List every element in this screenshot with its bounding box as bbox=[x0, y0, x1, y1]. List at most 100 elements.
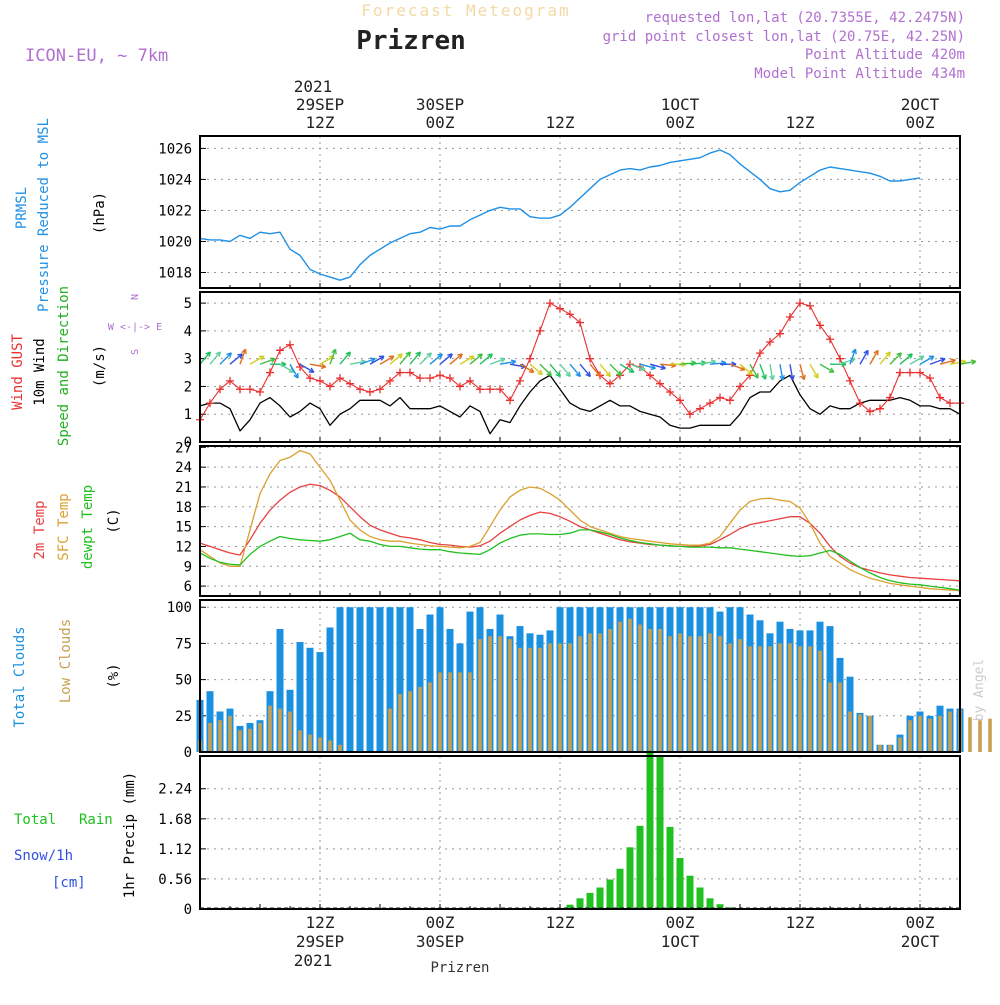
prmsl-label: PRMSL bbox=[14, 187, 30, 229]
wind-arrow-shaft bbox=[449, 353, 463, 365]
low-cloud-bar bbox=[868, 715, 872, 752]
pressure-ytick-label: 1026 bbox=[158, 141, 192, 157]
wind-arrow-shaft bbox=[589, 363, 601, 377]
wind-arrow-head bbox=[789, 374, 795, 381]
wind-arrow-head bbox=[457, 353, 463, 359]
wind-arrow-head bbox=[660, 364, 666, 371]
wind-direction-arrow bbox=[419, 352, 432, 365]
precip-bar bbox=[566, 904, 574, 909]
total-cloud-bar bbox=[296, 642, 304, 752]
low-cloud-bar bbox=[898, 737, 902, 752]
wind-arrow-shaft bbox=[549, 363, 561, 377]
wind-arrow-head bbox=[828, 367, 835, 373]
wind-gust-label: Wind GUST bbox=[10, 334, 26, 410]
low-cloud-bar bbox=[278, 708, 282, 752]
wind-direction-arrow bbox=[929, 357, 946, 365]
precip-bar bbox=[686, 875, 694, 909]
wind-direction-arrow bbox=[789, 364, 795, 381]
wind-arrow-shaft bbox=[859, 350, 869, 365]
wind-arrow-head bbox=[595, 371, 601, 378]
total-cloud-bar bbox=[356, 607, 364, 752]
wind-gust-marker bbox=[836, 354, 844, 363]
wind-arrow-head bbox=[605, 371, 611, 378]
wind-background bbox=[200, 292, 960, 442]
pressure-line bbox=[199, 149, 921, 281]
wind-arrow-shaft bbox=[879, 351, 891, 365]
pressure-background bbox=[200, 136, 960, 288]
wind-gust-marker bbox=[276, 346, 284, 355]
low-cloud-bar bbox=[788, 643, 792, 752]
wind-gust-marker bbox=[476, 385, 484, 394]
clouds-frame bbox=[199, 599, 961, 753]
clouds-ytick-label: 75 bbox=[175, 636, 192, 652]
pressure-ytick-label: 1018 bbox=[158, 265, 192, 281]
clouds-ytick-label: 100 bbox=[167, 600, 192, 616]
low-cloud-bar bbox=[588, 633, 592, 752]
wind-gust-marker bbox=[756, 349, 764, 358]
wind-arrow-shaft bbox=[369, 355, 385, 365]
total-cloud-bar bbox=[406, 607, 414, 752]
precip-bar bbox=[656, 754, 664, 909]
low-cloud-bar bbox=[598, 633, 602, 752]
wind-direction-arrow bbox=[849, 348, 857, 365]
wind-direction-arrow bbox=[889, 352, 902, 365]
wind-10m-label: 10m Wind bbox=[32, 338, 48, 405]
low-cloud-bar bbox=[298, 730, 302, 752]
clouds-ytick-label: 50 bbox=[175, 673, 192, 689]
bottom-axis-time: 00Z bbox=[666, 913, 695, 932]
wind-gust-marker bbox=[676, 396, 684, 405]
wind-arrow-head bbox=[939, 357, 946, 363]
low-cloud-bar bbox=[778, 643, 782, 752]
wind-direction-arrow bbox=[549, 363, 561, 378]
precip-bar bbox=[616, 868, 624, 909]
wind-direction-arrow bbox=[559, 363, 571, 378]
low-cloud-bar bbox=[248, 728, 252, 752]
wind-direction-arrow bbox=[369, 355, 385, 365]
total-cloud-bar bbox=[396, 607, 404, 752]
precip-bar bbox=[586, 892, 594, 909]
wind-arrow-head bbox=[753, 373, 759, 379]
wind-gust-marker bbox=[316, 376, 324, 385]
wind-arrow-head bbox=[468, 355, 475, 361]
wind-gust-marker bbox=[436, 371, 444, 380]
wind-direction-arrow bbox=[409, 351, 421, 365]
wind-gust-marker bbox=[326, 382, 334, 391]
wind-arrow-head bbox=[863, 349, 869, 356]
t2m-label: 2m Temp bbox=[32, 500, 48, 559]
wind-gust-marker bbox=[906, 368, 914, 377]
wind-arrow-head bbox=[907, 353, 913, 359]
wind-arrow-shaft bbox=[659, 363, 677, 367]
wind-arrow-head bbox=[388, 355, 395, 361]
wind-arrow-shaft bbox=[199, 351, 211, 365]
wind-arrow-shaft bbox=[959, 360, 976, 365]
top-axis-date: 29SEP bbox=[296, 95, 344, 114]
wind-gust-marker bbox=[876, 404, 884, 413]
wind-direction-arrow bbox=[299, 363, 315, 373]
t2m-line bbox=[199, 483, 961, 582]
wind-gust-marker bbox=[786, 313, 794, 321]
cloud-bars bbox=[196, 607, 992, 752]
low-cloud-bar bbox=[668, 636, 672, 752]
wind-arrow-head bbox=[437, 353, 443, 359]
wind-arrow-shaft bbox=[939, 359, 956, 365]
wind-arrow-head bbox=[896, 352, 902, 358]
wind-arrow-head bbox=[288, 367, 295, 373]
wind-gust-marker bbox=[796, 299, 804, 308]
wind-arrow-shaft bbox=[559, 363, 571, 377]
wind-arrow-head bbox=[628, 367, 635, 373]
wind-arrow-head bbox=[800, 374, 806, 381]
wind-arrow-shaft bbox=[499, 360, 516, 365]
wind-direction-arrow bbox=[819, 363, 835, 373]
precip-bar bbox=[626, 847, 634, 909]
temp-frame bbox=[199, 445, 961, 597]
wind-arrow-head bbox=[918, 355, 925, 361]
wind-direction-arrow bbox=[449, 353, 463, 365]
wind-direction-arrow bbox=[479, 353, 493, 365]
bottom-axis-time: 12Z bbox=[786, 913, 815, 932]
temp-background bbox=[200, 446, 960, 596]
low-cloud-bar bbox=[568, 643, 572, 752]
wind-ytick-label: 2 bbox=[184, 379, 192, 395]
wind-direction-arrow bbox=[589, 363, 601, 378]
low-cloud-bar bbox=[238, 730, 242, 752]
